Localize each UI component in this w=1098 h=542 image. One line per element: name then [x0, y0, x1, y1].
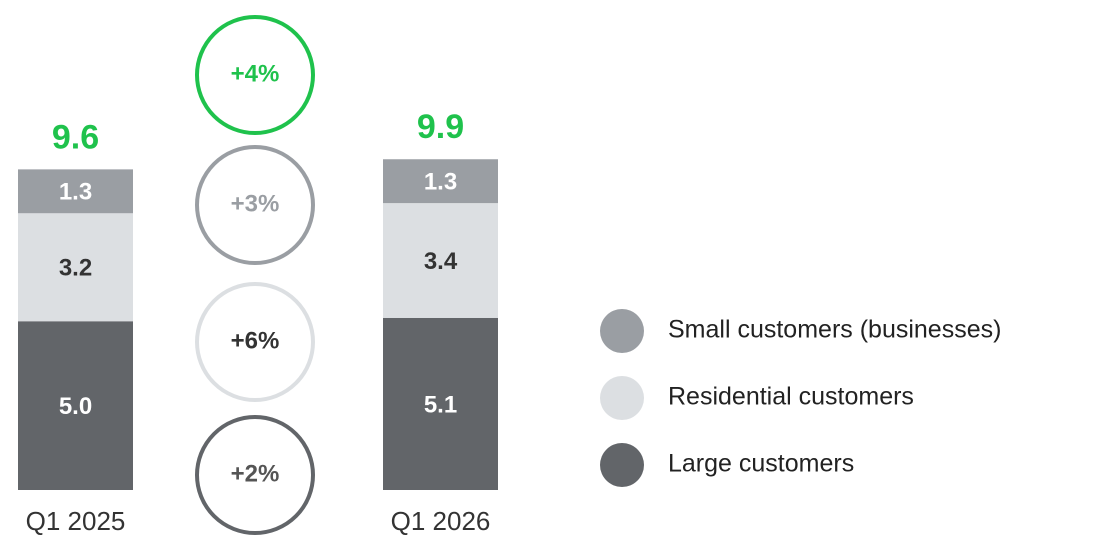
value-label: 3.4 — [424, 248, 458, 275]
legend-label: Small customers (businesses) — [668, 316, 1001, 344]
change-label: +2% — [231, 460, 280, 487]
legend-swatch — [600, 376, 644, 420]
legend-label: Large customers — [668, 450, 854, 478]
value-label: 3.2 — [59, 255, 92, 282]
bar-segment — [383, 159, 498, 204]
bar-segment — [383, 203, 498, 318]
change-label: +3% — [231, 190, 280, 217]
legend-swatch — [600, 443, 644, 487]
value-label: 5.1 — [424, 391, 457, 418]
bar-segment — [18, 321, 133, 490]
value-label: 1.3 — [424, 169, 457, 196]
change-circle — [195, 145, 315, 265]
legend-label: Residential customers — [668, 383, 914, 411]
category-label: Q1 2026 — [391, 506, 491, 536]
change-circle — [195, 415, 315, 535]
legend-swatch — [600, 309, 644, 353]
bar-segment — [383, 317, 498, 490]
bar-segment — [18, 213, 133, 322]
change-circle — [195, 282, 315, 402]
change-circle — [195, 15, 315, 135]
bar-segment — [18, 169, 133, 214]
value-label: 1.3 — [59, 179, 92, 206]
change-label: +4% — [231, 60, 280, 87]
total-label: 9.6 — [52, 118, 99, 156]
category-label: Q1 2025 — [26, 506, 126, 536]
total-label: 9.9 — [417, 108, 464, 146]
change-label: +6% — [231, 327, 280, 354]
value-label: 5.0 — [59, 393, 92, 420]
